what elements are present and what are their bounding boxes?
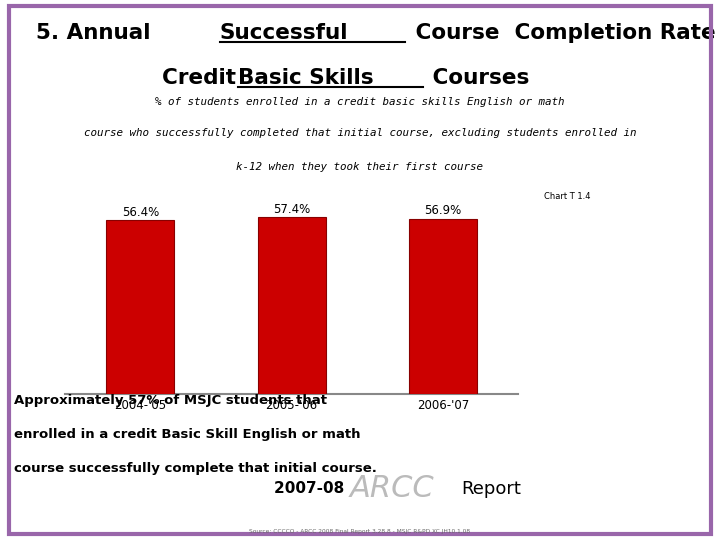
Bar (107, 220, 174, 394)
Text: Source: CCCCO - ARCC 2008 Final Report 3.28.8 - MSJC R&PD XC JH10.1.08: Source: CCCCO - ARCC 2008 Final Report 3… (249, 529, 471, 534)
Text: course successfully complete that initial course.: course successfully complete that initia… (14, 462, 377, 475)
Text: 56.4%: 56.4% (122, 206, 159, 219)
Text: Course  Completion Rate for: Course Completion Rate for (408, 23, 720, 43)
Text: k-12 when they took their first course: k-12 when they took their first course (236, 161, 484, 172)
Text: 2007-08: 2007-08 (274, 481, 349, 496)
Text: 5. Annual: 5. Annual (36, 23, 158, 43)
Text: ARCC: ARCC (349, 474, 434, 503)
Text: Successful: Successful (220, 23, 348, 43)
Text: 56.9%: 56.9% (424, 204, 462, 217)
Text: 57.4%: 57.4% (273, 202, 310, 215)
Text: % of students enrolled in a credit basic skills English or math: % of students enrolled in a credit basic… (156, 97, 564, 107)
Text: Approximately 57% of MSJC students that: Approximately 57% of MSJC students that (14, 394, 328, 407)
Text: Basic Skills: Basic Skills (238, 68, 373, 87)
Text: Report: Report (461, 480, 521, 498)
Bar (409, 219, 477, 394)
Text: Credit: Credit (162, 68, 243, 87)
Text: Courses: Courses (425, 68, 529, 87)
Bar (258, 217, 325, 394)
Text: course who successfully completed that initial course, excluding students enroll: course who successfully completed that i… (84, 127, 636, 138)
Text: Chart T 1.4: Chart T 1.4 (544, 192, 590, 201)
Text: enrolled in a credit Basic Skill English or math: enrolled in a credit Basic Skill English… (14, 428, 361, 441)
